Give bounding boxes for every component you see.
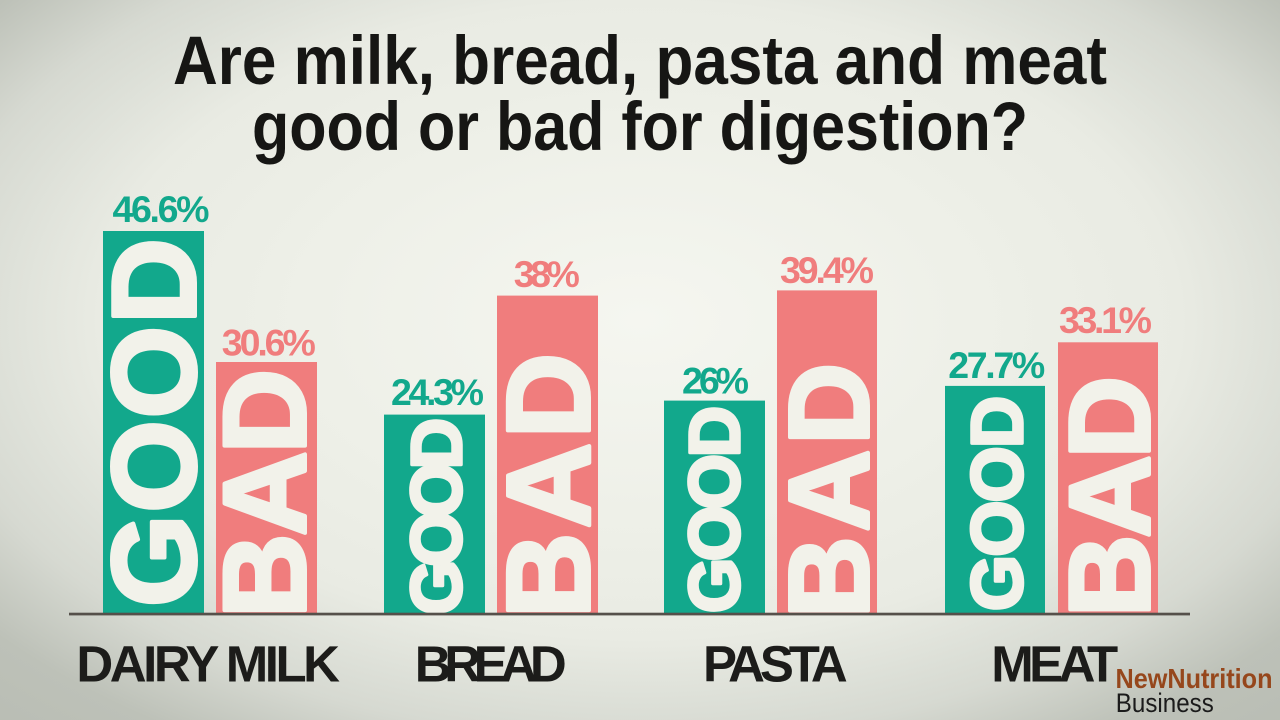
svg-text:BAD: BAD bbox=[483, 353, 615, 618]
svg-text:good or bad for digestion?: good or bad for digestion? bbox=[252, 88, 1028, 165]
svg-text:Business: Business bbox=[1116, 688, 1214, 718]
svg-text:NewNutrition: NewNutrition bbox=[1116, 663, 1273, 694]
svg-text:Are milk, bread, pasta and mea: Are milk, bread, pasta and meat bbox=[173, 22, 1107, 99]
svg-text:BREAD: BREAD bbox=[415, 636, 567, 693]
svg-text:GOOD: GOOD bbox=[676, 406, 755, 613]
svg-text:39.4%: 39.4% bbox=[780, 249, 874, 291]
svg-text:BAD: BAD bbox=[766, 363, 892, 618]
svg-text:MEAT: MEAT bbox=[991, 636, 1118, 693]
svg-text:GOOD: GOOD bbox=[958, 396, 1038, 611]
svg-text:26%: 26% bbox=[682, 359, 749, 401]
svg-text:30.6%: 30.6% bbox=[222, 322, 316, 364]
svg-text:27.7%: 27.7% bbox=[948, 344, 1045, 386]
svg-text:46.6%: 46.6% bbox=[113, 188, 210, 230]
svg-text:PASTA: PASTA bbox=[703, 636, 848, 693]
svg-text:DAIRY MILK: DAIRY MILK bbox=[76, 636, 340, 693]
svg-text:GOOD: GOOD bbox=[398, 418, 477, 615]
svg-text:BAD: BAD bbox=[1047, 376, 1174, 617]
svg-text:BAD: BAD bbox=[199, 369, 330, 618]
svg-text:38%: 38% bbox=[514, 253, 580, 295]
svg-text:GOOD: GOOD bbox=[88, 238, 221, 607]
svg-text:24.3%: 24.3% bbox=[391, 371, 484, 413]
svg-text:33.1%: 33.1% bbox=[1059, 299, 1152, 341]
